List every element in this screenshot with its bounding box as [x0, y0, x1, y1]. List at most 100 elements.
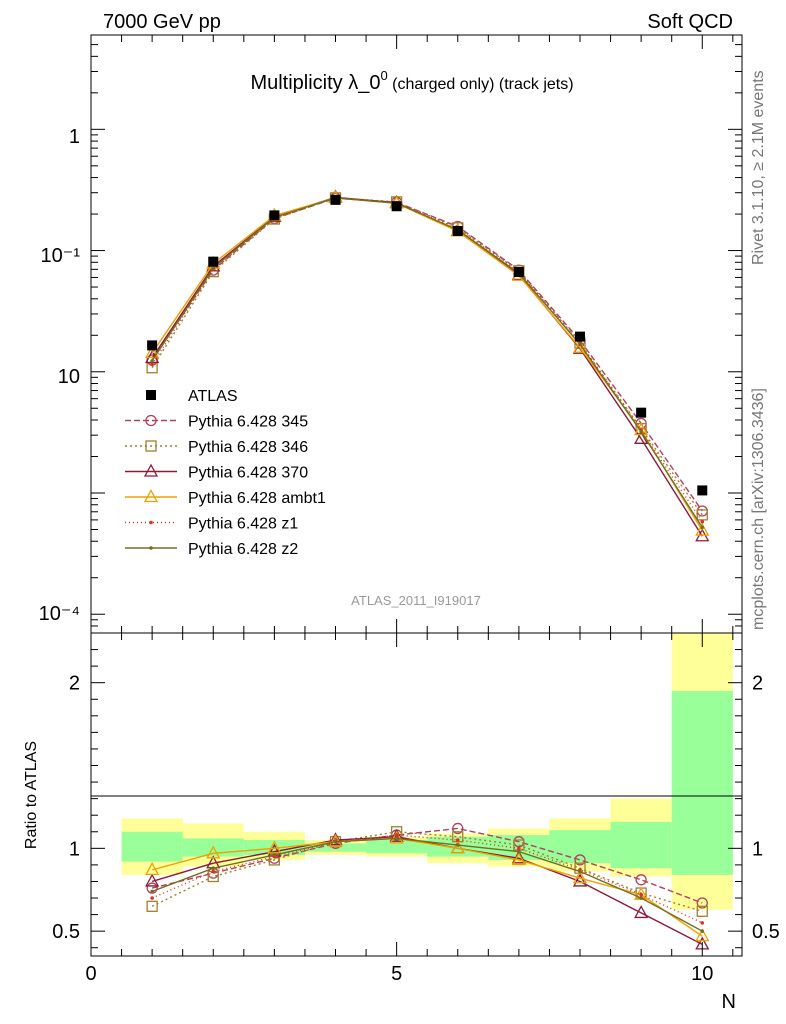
- legend-label: Pythia 6.428 z2: [188, 541, 298, 558]
- data-point: [700, 525, 705, 530]
- ratio-series: [145, 822, 710, 950]
- band-inner: [549, 830, 611, 864]
- mcplots-label: mcplots.cern.ch [arXiv:1306.3436]: [750, 388, 767, 630]
- ratio-point: [695, 928, 710, 942]
- ratio-line: [151, 837, 703, 937]
- legend-label: Pythia 6.428 345: [188, 414, 308, 431]
- legend-label: Pythia 6.428 370: [188, 465, 308, 482]
- legend-item: Pythia 6.428 370: [125, 463, 308, 482]
- ratio-point: [394, 833, 399, 837]
- ratio-line: [151, 837, 703, 932]
- data-point: [391, 201, 402, 212]
- ratio-point: [635, 874, 647, 886]
- data-point: [575, 331, 586, 342]
- ratio-point: [211, 866, 216, 871]
- data-point: [150, 362, 154, 367]
- ratio-point: [328, 833, 343, 847]
- data-point: [208, 256, 219, 267]
- ratio-point: [700, 921, 705, 925]
- ratio-line: [151, 834, 703, 924]
- ratio-point: [517, 846, 521, 851]
- legend: ATLAS Pythia 6.428 345 Pythia 6.428 346 Pyt…: [125, 388, 326, 558]
- series-atlas: [147, 194, 708, 496]
- ratio-point: [452, 822, 464, 835]
- legend-label: Pythia 6.428 346: [188, 439, 308, 456]
- header-right: Soft QCD: [647, 11, 733, 33]
- data-point: [695, 522, 710, 536]
- legend-label: Pythia 6.428 z1: [188, 516, 298, 533]
- series-line: [151, 197, 703, 528]
- legend-label: ATLAS: [188, 388, 238, 405]
- data-point: [634, 422, 649, 436]
- ratio-ytick-label-left: 1: [69, 838, 80, 860]
- rivet-label: Rivet 3.1.10, ≥ 2.1M events: [750, 70, 767, 265]
- ratio-point: [455, 838, 460, 842]
- ratio-point: [578, 869, 582, 874]
- data-point: [639, 429, 643, 434]
- ratio-point: [328, 832, 343, 846]
- series-line: [151, 197, 703, 523]
- x-tick-label: 0: [85, 963, 96, 985]
- title-main: Multiplicity λ_0: [250, 72, 380, 94]
- legend-swatch-marker: [149, 546, 153, 550]
- ratio-point: [634, 905, 649, 919]
- legend-swatch-marker: [146, 390, 156, 400]
- ratio-point: [150, 896, 154, 900]
- x-tick-labels: 0 5 10: [85, 963, 713, 985]
- legend-item: Pythia 6.428 z1: [125, 516, 298, 533]
- ratio-point: [572, 870, 588, 884]
- ratio-point: [267, 840, 282, 854]
- main-ytick-label-1: 1: [69, 126, 80, 148]
- ratio-point: [450, 840, 465, 854]
- series-pythia-6-428-ambt1: [145, 190, 710, 536]
- title-sup: 0: [380, 68, 387, 83]
- data-point: [696, 509, 708, 521]
- legend-swatch-marker: [149, 520, 153, 525]
- x-axis-title: N: [722, 991, 736, 1013]
- data-point: [578, 342, 582, 347]
- legend-label: Pythia 6.428 ambt1: [188, 490, 326, 507]
- data-point: [452, 225, 463, 236]
- ratio-point: [700, 929, 705, 933]
- reference-label: ATLAS_2011_I919017: [351, 593, 481, 608]
- ratio-point: [394, 836, 399, 841]
- ratio-point: [389, 830, 404, 844]
- ratio-point: [206, 845, 221, 859]
- ratio-bands: [121, 633, 733, 910]
- ratio-point: [272, 853, 277, 857]
- main-ytick-label-2: 10⁻¹: [41, 245, 81, 267]
- legend-item: Pythia 6.428 345: [125, 414, 308, 431]
- legend-swatch-marker: [143, 489, 159, 503]
- data-point: [330, 194, 341, 205]
- band-inner: [304, 843, 367, 852]
- series-line: [151, 196, 703, 537]
- data-point: [211, 266, 216, 270]
- main-series: [145, 189, 710, 542]
- ratio-point: [639, 896, 643, 900]
- data-point: [147, 340, 158, 351]
- ratio-ticks: [90, 633, 742, 956]
- data-point: [269, 210, 280, 221]
- ratio-ytick-label-right: 2: [752, 673, 763, 695]
- ratio-point: [517, 849, 521, 854]
- data-point: [697, 485, 708, 496]
- ratio-point: [511, 850, 526, 864]
- data-point: [634, 430, 649, 444]
- ratio-point: [572, 873, 588, 887]
- ratio-point: [150, 889, 154, 894]
- legend-swatch-marker: [145, 414, 157, 427]
- x-tick-label: 5: [391, 963, 402, 985]
- ratio-point: [333, 839, 338, 844]
- ratio-pythia-6-428-z2: [150, 836, 705, 933]
- x-tick-label: 10: [691, 963, 713, 985]
- series-pythia-6-428-370: [145, 189, 710, 542]
- ratio-ylabels: 0.5 0.5 1 1 2 2: [52, 673, 780, 943]
- ratio-ylabel: Ratio to ATLAS: [23, 741, 40, 849]
- ratio-point: [146, 900, 158, 912]
- ratio-line: [151, 836, 703, 946]
- plot-title: Multiplicity λ_00 (charged only) (track …: [250, 68, 573, 94]
- ratio-panel: 0.5 0.5 1 1 2 2 0 5 10 Ratio to ATLAS N: [23, 632, 780, 1013]
- main-ytick-label-3: 10: [58, 366, 80, 388]
